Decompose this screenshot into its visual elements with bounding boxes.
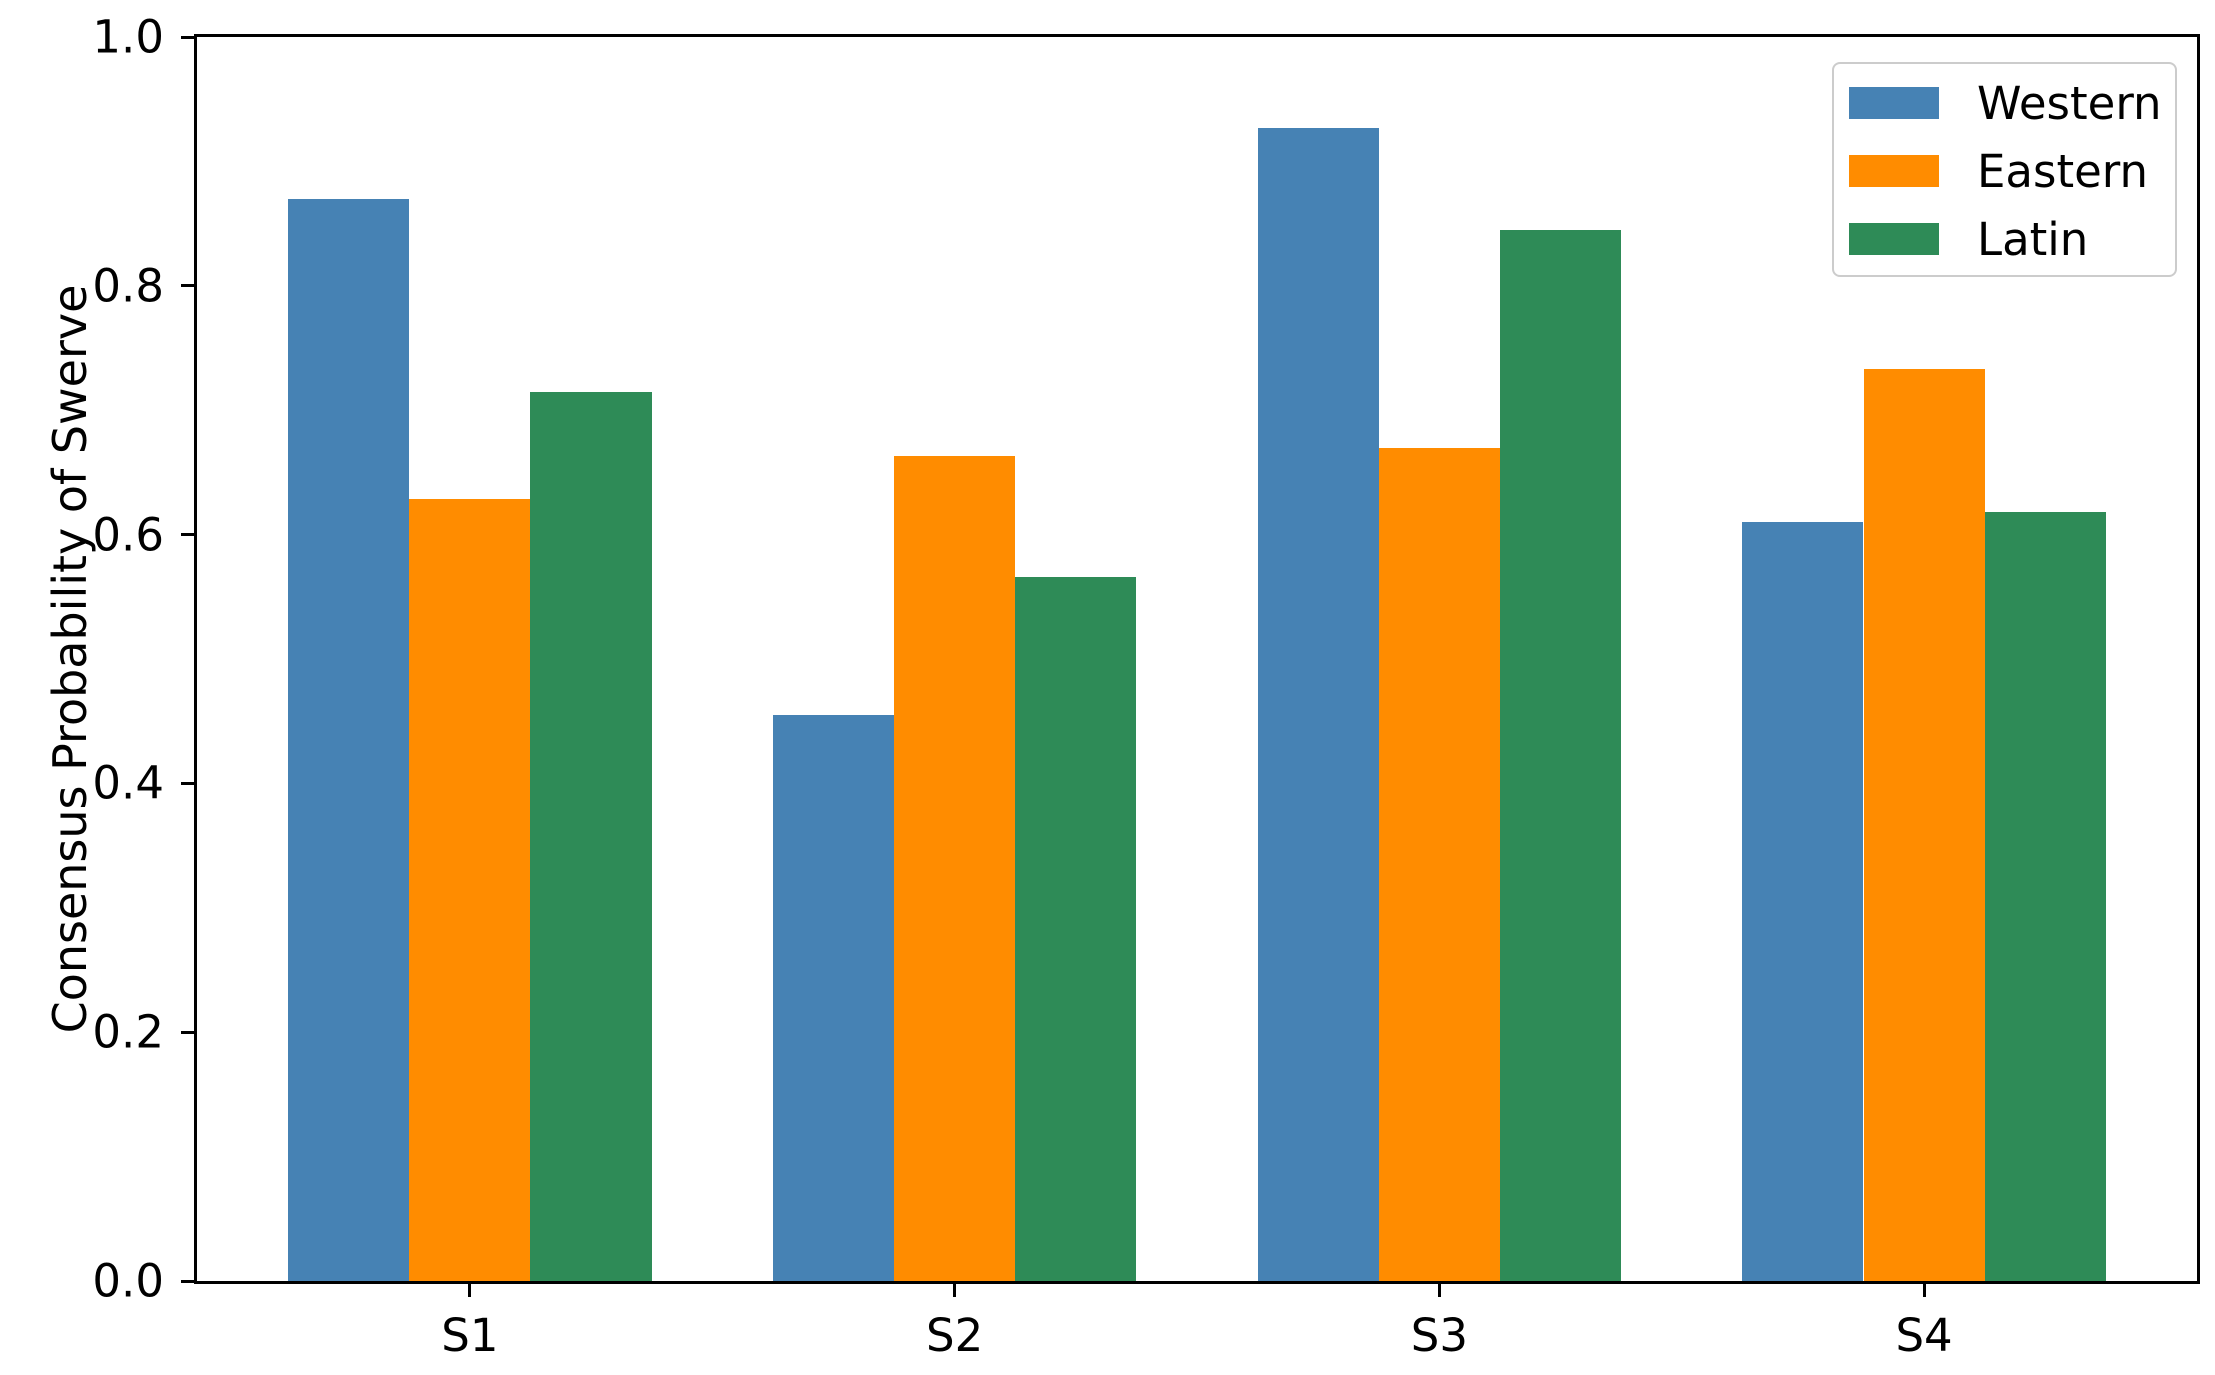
x-tick-label-s1: S1: [441, 1309, 499, 1362]
legend-label-western: Western: [1977, 76, 2162, 130]
bar-s2-eastern: [894, 456, 1016, 1281]
y-tick-label: 0.0: [92, 1254, 164, 1308]
x-tick-label-s2: S2: [926, 1309, 984, 1362]
y-tick-label: 0.4: [92, 756, 164, 810]
legend-swatch-eastern: [1849, 155, 1939, 187]
legend: Western Eastern Latin: [1832, 62, 2177, 277]
y-tick-label: 0.2: [92, 1005, 164, 1059]
y-tick-mark: [181, 533, 197, 537]
bar-s1-latin: [530, 391, 652, 1281]
y-axis-label: Consensus Probability of Swerve: [43, 284, 97, 1034]
y-tick-mark: [181, 781, 197, 785]
bar-s3-eastern: [1378, 447, 1500, 1281]
y-tick-label: 1.0: [92, 10, 164, 64]
bar-s3-latin: [1499, 229, 1622, 1281]
legend-swatch-latin: [1849, 223, 1939, 255]
legend-swatch-western: [1849, 87, 1939, 119]
y-tick-label: 0.8: [92, 259, 164, 313]
y-tick-mark: [181, 1030, 197, 1034]
x-tick-mark: [468, 1281, 472, 1297]
bar-s4-latin: [1984, 512, 2106, 1281]
legend-label-latin: Latin: [1977, 212, 2089, 266]
bar-s3-western: [1257, 127, 1379, 1281]
y-tick-mark: [181, 284, 197, 288]
x-tick-mark: [1922, 1281, 1926, 1297]
bar-s1-western: [288, 198, 410, 1281]
y-tick-mark: [181, 35, 197, 39]
x-tick-mark: [953, 1281, 957, 1297]
legend-label-eastern: Eastern: [1977, 144, 2149, 198]
legend-item-western: Western: [1834, 69, 2175, 137]
bar-s2-western: [772, 714, 895, 1281]
x-tick-mark: [1437, 1281, 1441, 1297]
x-tick-label-s4: S4: [1895, 1309, 1953, 1362]
legend-item-latin: Latin: [1834, 205, 2175, 273]
legend-item-eastern: Eastern: [1834, 137, 2175, 205]
y-tick-mark: [181, 1279, 197, 1283]
bar-s2-latin: [1015, 576, 1137, 1281]
y-tick-label: 0.6: [92, 508, 164, 562]
x-tick-label-s3: S3: [1410, 1309, 1468, 1362]
bar-s4-western: [1742, 522, 1864, 1281]
bar-s4-eastern: [1863, 369, 1985, 1281]
bar-s1-eastern: [409, 498, 531, 1281]
